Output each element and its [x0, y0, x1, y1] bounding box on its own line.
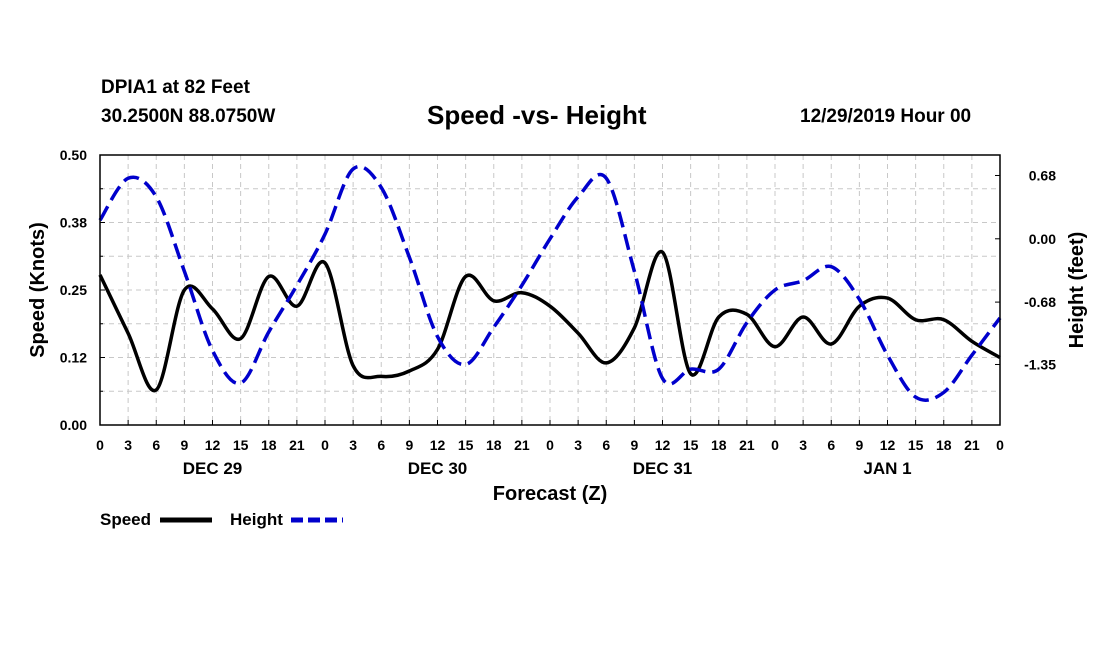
legend-speed-label: Speed — [100, 510, 151, 529]
right-tick-label: 0.00 — [1029, 231, 1056, 247]
x-tick-label: 6 — [152, 437, 160, 453]
series-layer — [98, 164, 1002, 402]
x-tick-label: 9 — [405, 437, 413, 453]
left-tick-label: 0.38 — [60, 215, 87, 231]
x-tick-label: 15 — [908, 437, 924, 453]
day-label: DEC 30 — [408, 459, 468, 478]
chart-title: Speed -vs- Height — [427, 100, 647, 130]
left-tick-label: 0.50 — [60, 147, 87, 163]
forecast-datetime: 12/29/2019 Hour 00 — [800, 106, 972, 127]
left-tick-label: 0.25 — [60, 282, 87, 298]
x-tick-label: 6 — [827, 437, 835, 453]
legend-height-label: Height — [230, 510, 283, 529]
x-tick-label: 3 — [574, 437, 582, 453]
x-tick-label: 6 — [377, 437, 385, 453]
x-tick-label: 6 — [602, 437, 610, 453]
day-label: DEC 29 — [183, 459, 243, 478]
x-tick-label: 21 — [289, 437, 305, 453]
x-axis-title: Forecast (Z) — [493, 483, 607, 505]
x-tick-label: 21 — [964, 437, 980, 453]
x-tick-label: 9 — [180, 437, 188, 453]
day-label: JAN 1 — [863, 459, 911, 478]
x-tick-label: 15 — [233, 437, 249, 453]
x-tick-label: 3 — [799, 437, 807, 453]
x-tick-label: 18 — [486, 437, 502, 453]
legend: Speed Height — [100, 510, 343, 529]
x-tick-label: 15 — [683, 437, 699, 453]
x-tick-label: 12 — [880, 437, 896, 453]
x-tick-label: 18 — [711, 437, 727, 453]
x-tick-label: 18 — [261, 437, 277, 453]
grid — [100, 155, 1000, 425]
x-tick-label: 0 — [321, 437, 329, 453]
x-tick-label: 0 — [546, 437, 554, 453]
left-tick-label: 0.12 — [60, 350, 87, 366]
right-axis-title: Height (feet) — [1066, 232, 1088, 349]
x-tick-label: 21 — [739, 437, 755, 453]
series-line-height — [98, 164, 1002, 402]
day-label: DEC 31 — [633, 459, 693, 478]
x-tick-label: 21 — [514, 437, 530, 453]
right-tick-label: -0.68 — [1024, 294, 1056, 310]
x-tick-label: 3 — [349, 437, 357, 453]
station-label: DPIA1 at 82 Feet — [101, 77, 250, 98]
axes: 0 3 6 9 12 15 18 21 0 3 6 9 12 15 18 21 0 3 6 9 12 15 18 21 0 3 6 9… — [60, 147, 1056, 478]
x-tick-label: 3 — [124, 437, 132, 453]
left-tick-label: 0.00 — [60, 417, 87, 433]
x-tick-label: 9 — [630, 437, 638, 453]
x-tick-label: 12 — [655, 437, 671, 453]
x-tick-label: 9 — [855, 437, 863, 453]
x-tick-label: 0 — [96, 437, 104, 453]
x-tick-label: 0 — [996, 437, 1004, 453]
x-tick-label: 12 — [430, 437, 446, 453]
coordinates-label: 30.2500N 88.0750W — [101, 106, 276, 127]
right-tick-label: 0.68 — [1029, 167, 1056, 183]
x-tick-label: 18 — [936, 437, 952, 453]
x-tick-label: 15 — [458, 437, 474, 453]
x-tick-label: 12 — [205, 437, 221, 453]
x-tick-label: 0 — [771, 437, 779, 453]
right-tick-label: -1.35 — [1024, 356, 1056, 372]
left-axis-title: Speed (Knots) — [27, 222, 49, 358]
series-line-speed — [98, 250, 1001, 393]
